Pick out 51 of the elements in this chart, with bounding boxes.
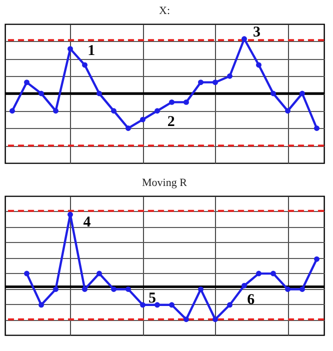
point xyxy=(169,302,174,308)
chart-title: Moving R xyxy=(142,177,188,189)
point xyxy=(82,286,88,292)
point xyxy=(24,270,30,276)
point xyxy=(198,80,204,86)
point xyxy=(154,108,160,114)
point xyxy=(242,36,247,42)
point xyxy=(227,73,232,79)
point xyxy=(256,270,262,276)
point xyxy=(10,108,15,114)
point xyxy=(184,99,189,105)
point xyxy=(96,90,102,96)
point xyxy=(212,80,218,86)
point xyxy=(285,108,290,114)
point xyxy=(256,62,262,68)
point xyxy=(212,316,218,322)
point xyxy=(53,108,58,114)
point xyxy=(242,282,247,288)
point xyxy=(169,99,174,105)
point xyxy=(24,80,30,86)
point xyxy=(285,286,290,292)
point xyxy=(270,90,276,96)
point xyxy=(270,270,276,276)
chart-title: X: xyxy=(159,5,170,17)
point xyxy=(314,256,320,262)
point xyxy=(140,302,146,308)
point xyxy=(38,90,44,96)
annotation: 3 xyxy=(252,24,260,40)
annotation: 1 xyxy=(88,43,96,60)
annotation: 5 xyxy=(148,290,156,307)
point xyxy=(198,286,204,292)
annotation: 2 xyxy=(167,114,175,130)
point xyxy=(96,270,102,276)
point xyxy=(68,46,73,52)
annotation: 6 xyxy=(247,292,256,308)
point xyxy=(227,302,232,308)
point xyxy=(140,116,146,122)
point xyxy=(314,126,320,131)
point xyxy=(53,286,58,292)
point xyxy=(111,286,116,292)
point xyxy=(68,212,73,218)
point xyxy=(82,62,88,68)
point xyxy=(126,126,131,131)
point xyxy=(38,302,44,308)
point xyxy=(111,108,116,114)
point xyxy=(126,286,131,292)
point xyxy=(184,316,189,322)
annotation: 4 xyxy=(83,214,92,231)
point xyxy=(300,90,305,96)
point xyxy=(300,286,305,292)
point xyxy=(154,302,160,308)
